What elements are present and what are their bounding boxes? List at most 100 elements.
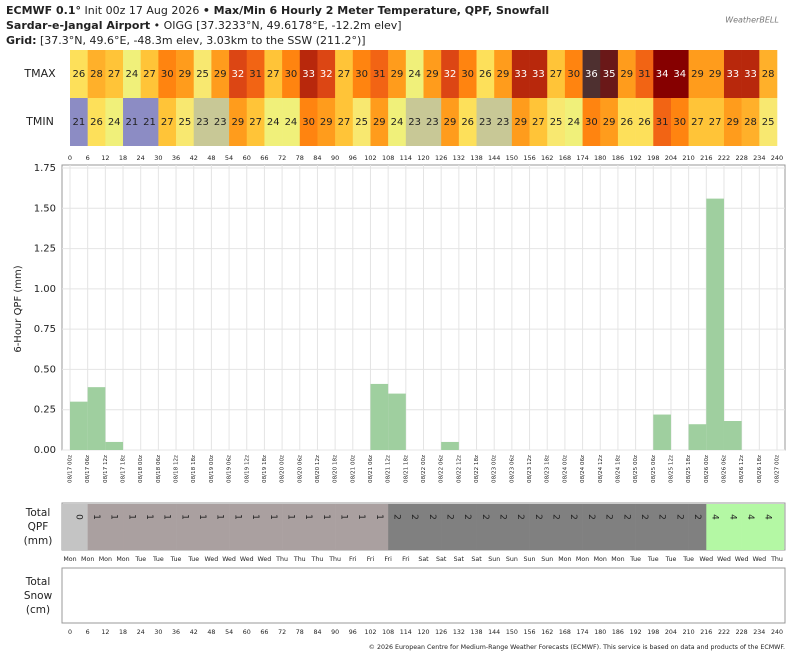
total-cell	[458, 504, 477, 550]
hour-tick-label: 60	[243, 154, 251, 162]
temp-cell	[299, 98, 318, 146]
weekday-label: Wed	[735, 556, 749, 563]
hour-tick-label: 30	[154, 629, 162, 636]
weekday-label: Thu	[293, 556, 306, 563]
temp-value: 29	[514, 117, 527, 128]
x-tick-label: 08/20 00z	[280, 455, 286, 483]
weekday-label: Mon	[116, 556, 129, 563]
total-value: 1	[268, 514, 278, 520]
temp-value: 35	[603, 69, 616, 80]
x-tick-label: 08/19 00z	[209, 455, 215, 483]
hour-tick-label: 48	[207, 629, 215, 636]
total-cell	[388, 504, 407, 550]
total-cell	[352, 504, 371, 550]
temp-cell	[529, 98, 548, 146]
temp-value: 29	[391, 69, 404, 80]
logo: WeatherBELL	[725, 16, 779, 25]
total-value: 4	[763, 514, 773, 520]
total-cell	[582, 504, 601, 550]
x-tick-label: 08/25 12z	[668, 455, 674, 483]
temp-value: 29	[232, 117, 245, 128]
hour-tick-label: 84	[313, 154, 321, 162]
x-tick-label: 08/22 12z	[456, 455, 462, 483]
temp-cell	[476, 98, 495, 146]
hour-tick-label: 210	[682, 154, 694, 162]
temp-value: 31	[249, 69, 262, 80]
x-tick-label: 08/23 06z	[509, 455, 515, 483]
hour-tick-label: 126	[435, 629, 447, 636]
footer: © 2026 European Centre for Medium-Range …	[369, 643, 785, 651]
weekday-label: Tue	[152, 556, 164, 563]
total-cell	[335, 504, 354, 550]
y-tick-label: 1.00	[34, 284, 56, 295]
temp-cell	[405, 50, 424, 98]
hour-tick-label: 180	[594, 629, 606, 636]
total-value: 2	[692, 514, 702, 520]
temp-value: 21	[125, 117, 138, 128]
total-cell	[264, 504, 283, 550]
temp-value: 27	[550, 69, 563, 80]
temp-cell	[317, 50, 336, 98]
temp-cell	[564, 98, 583, 146]
hour-tick-label: 204	[665, 629, 677, 636]
weekday-label: Thu	[770, 556, 783, 563]
hour-tick-label: 156	[523, 154, 535, 162]
total-cell	[635, 504, 654, 550]
title-model: ECMWF 0.1°	[6, 4, 81, 17]
temp-value: 29	[620, 69, 633, 80]
bar	[441, 441, 459, 450]
total-value: 2	[586, 514, 596, 520]
weekday-label: Thu	[311, 556, 324, 563]
weekday-label: Wed	[717, 556, 731, 563]
temp-cell	[370, 98, 389, 146]
temp-value: 29	[444, 117, 457, 128]
temp-value: 23	[426, 117, 439, 128]
weekday-label: Wed	[752, 556, 766, 563]
hour-tick-label: 66	[260, 154, 268, 162]
total-cell	[688, 504, 707, 550]
total-value: 2	[639, 514, 649, 520]
hour-tick-label: 0	[68, 629, 72, 636]
temp-value: 29	[709, 69, 722, 80]
hour-tick-label: 210	[683, 629, 695, 636]
temp-cell	[547, 50, 566, 98]
temp-value: 28	[762, 69, 775, 80]
temp-cell	[441, 50, 460, 98]
weekday-label: Tue	[682, 556, 694, 563]
hour-tick-label: 234	[753, 154, 765, 162]
x-tick-label: 08/26 12z	[739, 455, 745, 483]
weekday-label: Tue	[187, 556, 199, 563]
temp-value: 27	[108, 69, 121, 80]
total-cell	[62, 504, 88, 550]
temp-value: 27	[709, 117, 722, 128]
hour-tick-label: 12	[101, 629, 109, 636]
temp-cell	[617, 98, 636, 146]
hour-tick-label: 198	[647, 154, 659, 162]
total-value: 2	[604, 514, 614, 520]
panel-label: (cm)	[26, 604, 50, 616]
temp-cell	[87, 50, 106, 98]
bar	[70, 401, 88, 450]
hour-tick-label: 228	[735, 154, 747, 162]
x-tick-label: 08/20 06z	[297, 455, 303, 483]
temp-value: 30	[302, 117, 315, 128]
temp-value: 32	[320, 69, 333, 80]
x-tick-label: 08/22 00z	[421, 455, 427, 483]
hour-tick-label: 60	[243, 629, 251, 636]
x-tick-label: 08/24 12z	[598, 455, 604, 483]
x-tick-label: 08/23 18z	[545, 455, 551, 483]
temp-cell	[741, 98, 760, 146]
temp-cell	[140, 98, 159, 146]
x-tick-label: 08/18 06z	[156, 455, 162, 483]
temp-cell	[653, 50, 672, 98]
total-cell	[741, 504, 760, 550]
temp-value: 29	[603, 117, 616, 128]
hour-tick-label: 138	[470, 154, 482, 162]
temp-cell	[352, 50, 371, 98]
total-cell	[759, 504, 785, 550]
y-tick-label: 1.50	[34, 203, 56, 214]
bar	[688, 424, 707, 450]
total-cell	[140, 504, 159, 550]
temp-value: 31	[638, 69, 651, 80]
total-cell	[246, 504, 265, 550]
